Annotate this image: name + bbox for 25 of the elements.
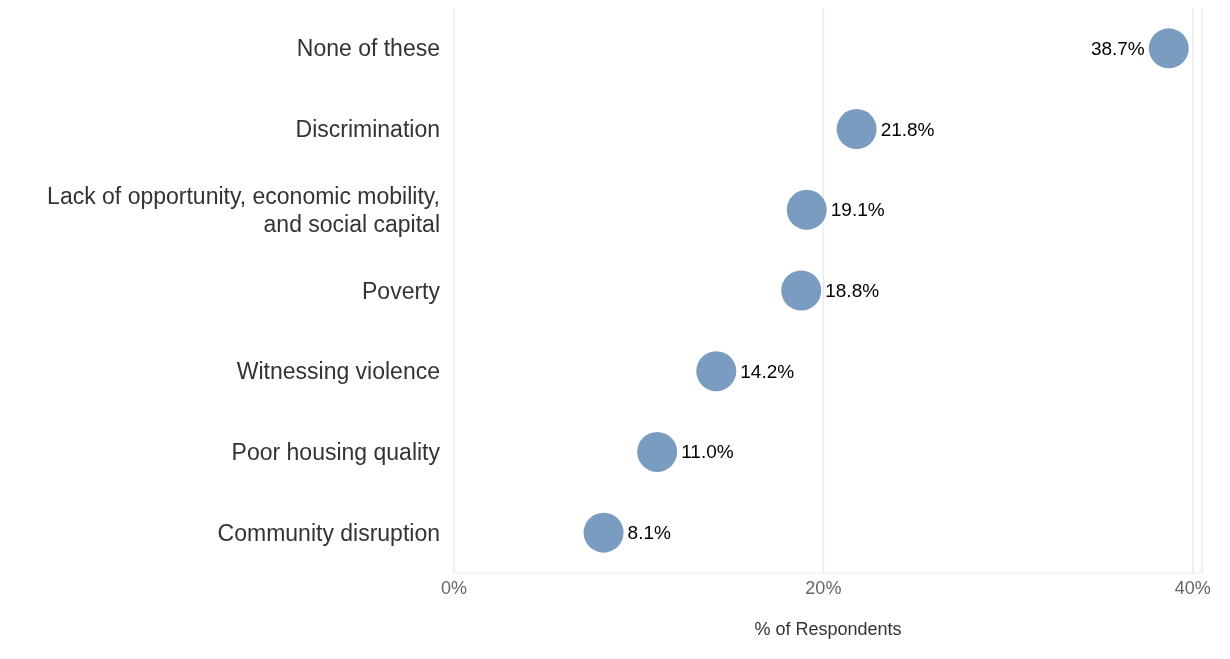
data-label: 14.2%	[740, 360, 795, 382]
data-label: 11.0%	[681, 441, 734, 463]
data-label: 38.7%	[1090, 37, 1145, 59]
y-tick-label: Discrimination	[295, 116, 440, 143]
point	[696, 351, 737, 392]
data-label: 18.8%	[825, 280, 880, 301]
x-axis-title: % of Respondents	[754, 619, 902, 639]
y-tick-label: Community disruption	[217, 519, 440, 546]
y-tick-label: Lack of opportunity, economic mobility, and social capital	[47, 182, 440, 237]
point	[1148, 28, 1189, 69]
x-tick-label: 40%	[1174, 577, 1211, 598]
y-tick-label: None of these	[296, 35, 440, 62]
data-label: 8.1%	[627, 522, 672, 544]
point	[583, 512, 624, 553]
data-label: 19.1%	[830, 199, 885, 221]
point	[637, 431, 678, 472]
y-tick-label: Poor housing quality	[231, 438, 441, 465]
x-tick-label: 20%	[805, 577, 842, 598]
point	[781, 270, 822, 311]
point	[786, 189, 827, 230]
x-tick-label: 0%	[440, 577, 468, 598]
data-label: 21.8%	[880, 118, 935, 140]
y-tick-label: Witnessing violence	[236, 358, 440, 385]
point	[836, 109, 877, 150]
y-tick-label: Poverty	[362, 277, 441, 304]
